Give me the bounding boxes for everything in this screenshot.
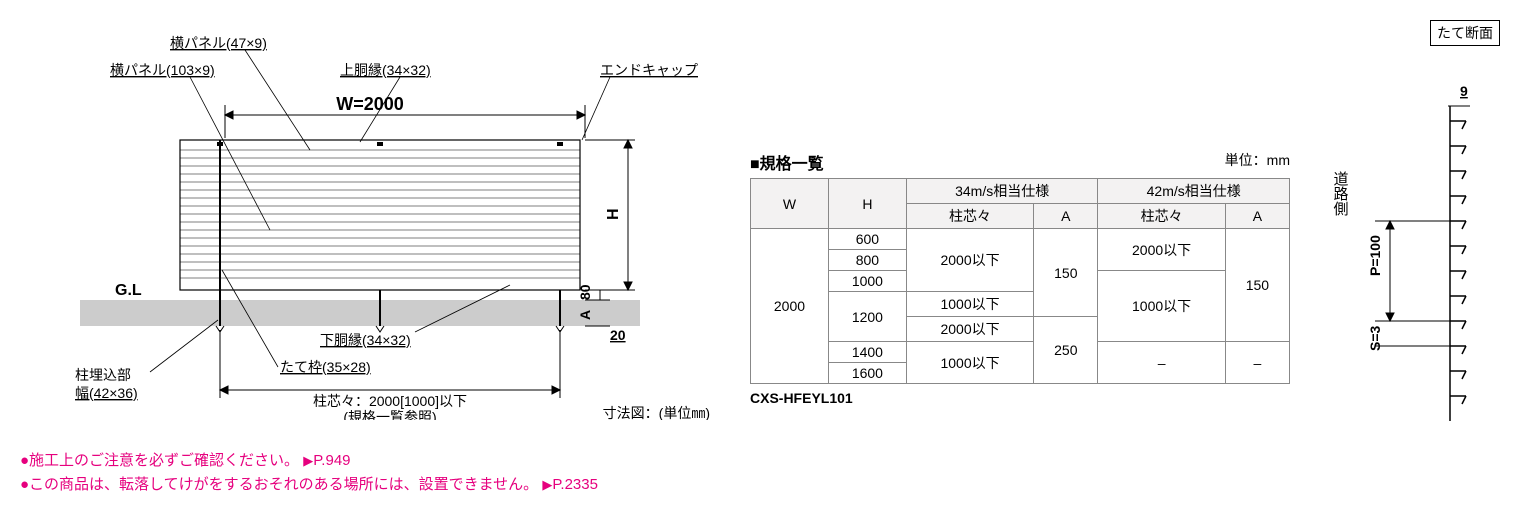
section-title: たて断面 bbox=[1430, 20, 1500, 46]
th-w: W bbox=[751, 179, 829, 229]
road-side-label: 道路側 bbox=[1332, 171, 1349, 216]
cell-h: 1600 bbox=[828, 363, 906, 384]
cell-s34-spacing: 2000以下 bbox=[906, 317, 1033, 342]
s3-label: S=3 bbox=[1367, 325, 1383, 351]
diagram-caption: 寸法図：(単位㎜) bbox=[603, 405, 710, 420]
note-1-ref: P.949 bbox=[313, 452, 350, 469]
table-row: 1400 1000以下 – – bbox=[751, 342, 1290, 363]
cell-h: 1000 bbox=[828, 271, 906, 292]
h-dim-label: H bbox=[605, 208, 622, 220]
label-upper-rail: 上胴縁(34×32) bbox=[340, 62, 431, 78]
notes-block: ●施工上のご注意を必ずご確認ください。 ▶P.949 ●この商品は、転落してけが… bbox=[20, 449, 1512, 497]
cell-s42-a: 150 bbox=[1225, 229, 1289, 342]
cell-s42-a: – bbox=[1225, 342, 1289, 384]
width-dimension bbox=[225, 105, 585, 138]
post-spacing-label: 柱芯々：2000[1000]以下 bbox=[313, 393, 467, 409]
main-container: G.L W=2000 H bbox=[20, 20, 1512, 434]
cell-w: 2000 bbox=[751, 229, 829, 384]
triangle-icon: ▶ bbox=[542, 477, 552, 492]
note-2-ref: P.2335 bbox=[552, 476, 598, 493]
label-post-embed-1: 柱埋込部 bbox=[75, 367, 131, 383]
th-a-42: A bbox=[1225, 204, 1289, 229]
triangle-icon: ▶ bbox=[303, 453, 313, 468]
label-vframe: たて枠(35×28) bbox=[280, 359, 371, 375]
cell-s34-spacing: 1000以下 bbox=[906, 342, 1033, 384]
dim-20-label: 20 bbox=[610, 327, 626, 343]
cell-s34-spacing: 2000以下 bbox=[906, 229, 1033, 292]
th-spacing-34: 柱芯々 bbox=[906, 204, 1033, 229]
cell-s34-spacing: 1000以下 bbox=[906, 292, 1033, 317]
cell-h: 800 bbox=[828, 250, 906, 271]
fence-panel bbox=[180, 140, 580, 290]
label-panel-47: 横パネル(47×9) bbox=[170, 35, 267, 51]
table-header-row: ■規格一覧 単位：mm bbox=[750, 150, 1290, 174]
cell-s42-spacing: 1000以下 bbox=[1098, 271, 1225, 342]
cell-s42-spacing: 2000以下 bbox=[1098, 229, 1225, 271]
label-lower-rail: 下胴縁(34×32) bbox=[320, 332, 411, 348]
table-row: W H 34m/s相当仕様 42m/s相当仕様 bbox=[751, 179, 1290, 204]
cell-h: 600 bbox=[828, 229, 906, 250]
th-spec42: 42m/s相当仕様 bbox=[1098, 179, 1290, 204]
label-end-cap: エンドキャップ bbox=[600, 62, 698, 78]
diagram-column: G.L W=2000 H bbox=[20, 20, 720, 420]
width-dim-label: W=2000 bbox=[336, 94, 404, 114]
post-spacing-ref: (規格一覧参照) bbox=[343, 409, 436, 420]
section-column: たて断面 道路側 9 bbox=[1320, 20, 1500, 434]
th-h: H bbox=[828, 179, 906, 229]
dim-a-label: A bbox=[577, 310, 593, 320]
cell-s34-a: 250 bbox=[1034, 317, 1098, 384]
spec-table-title: ■規格一覧 bbox=[750, 150, 824, 174]
th-spec34: 34m/s相当仕様 bbox=[906, 179, 1098, 204]
front-elevation-diagram: G.L W=2000 H bbox=[20, 20, 720, 420]
label-post-embed-2: 幅(42×36) bbox=[75, 385, 138, 401]
note-2: ●この商品は、転落してけがをするおそれのある場所には、設置できません。 ▶P.2… bbox=[20, 473, 1512, 497]
table-row: 2000 600 2000以下 150 2000以下 150 bbox=[751, 229, 1290, 250]
spec-table: W H 34m/s相当仕様 42m/s相当仕様 柱芯々 A 柱芯々 A 2000… bbox=[750, 178, 1290, 384]
th-a-34: A bbox=[1034, 204, 1098, 229]
note-1-text: ●施工上のご注意を必ずご確認ください。 bbox=[20, 452, 299, 469]
spec-table-column: ■規格一覧 単位：mm W H 34m/s相当仕様 42m/s相当仕様 柱芯々 … bbox=[750, 20, 1290, 406]
note-1: ●施工上のご注意を必ずご確認ください。 ▶P.949 bbox=[20, 449, 1512, 473]
th-spacing-42: 柱芯々 bbox=[1098, 204, 1225, 229]
note-2-text: ●この商品は、転落してけがをするおそれのある場所には、設置できません。 bbox=[20, 476, 538, 493]
cell-h: 1400 bbox=[828, 342, 906, 363]
p100-dim bbox=[1386, 221, 1394, 321]
product-code: CXS-HFEYL101 bbox=[750, 390, 1290, 406]
leader-panel-47 bbox=[245, 50, 310, 150]
p100-label: P=100 bbox=[1367, 235, 1383, 276]
gl-label: G.L bbox=[115, 282, 142, 299]
leader-post-embed bbox=[150, 320, 218, 372]
label-panel-103: 横パネル(103×9) bbox=[110, 62, 215, 78]
cell-h: 1200 bbox=[828, 292, 906, 342]
cell-s42-spacing: – bbox=[1098, 342, 1225, 384]
dim-9: 9 bbox=[1460, 83, 1468, 99]
section-profile bbox=[1450, 106, 1466, 421]
section-diagram: 道路側 9 bbox=[1320, 51, 1500, 431]
dim-80-label: 80 bbox=[577, 284, 593, 300]
ground-band bbox=[80, 300, 640, 326]
leader-end-cap bbox=[582, 77, 610, 140]
cell-s34-a: 150 bbox=[1034, 229, 1098, 317]
spec-table-unit: 単位：mm bbox=[1225, 150, 1290, 170]
